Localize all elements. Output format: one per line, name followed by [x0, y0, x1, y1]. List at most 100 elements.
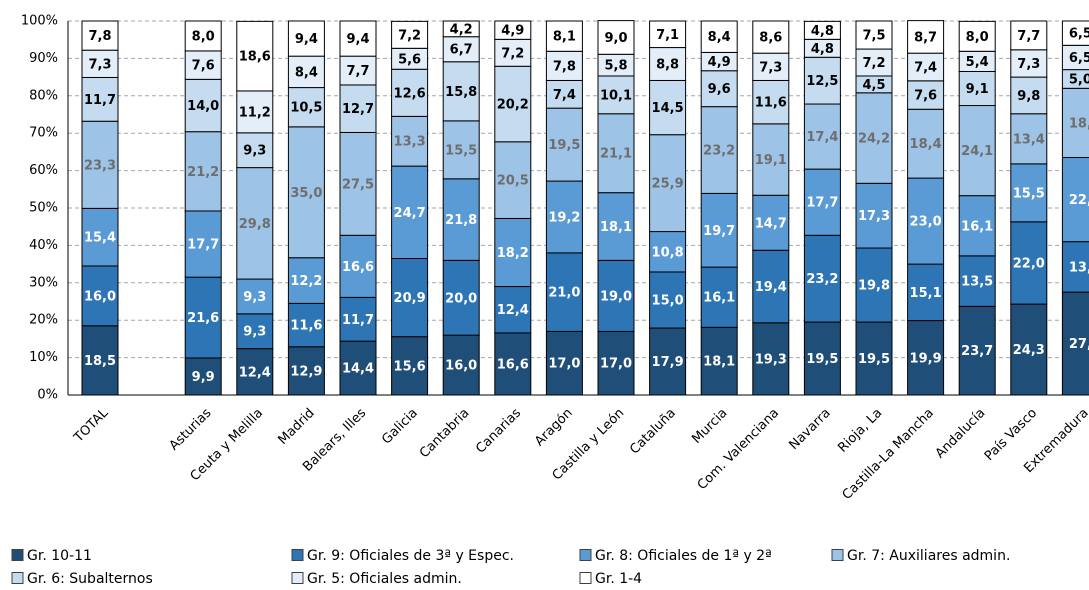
bar-segment	[1010, 113, 1048, 165]
bar-segment	[339, 84, 377, 133]
value-label: 9,3	[243, 144, 266, 159]
value-label: 12,4	[497, 303, 529, 318]
y-tick-label: 70%	[29, 126, 58, 141]
value-label: 11,7	[342, 313, 374, 328]
bar-segment	[1010, 76, 1048, 115]
bar-segment	[649, 20, 687, 49]
bar-segment	[545, 252, 583, 332]
value-label: 19,0	[600, 289, 632, 304]
legend-swatch	[11, 549, 24, 561]
x-tick-label: Aragón	[532, 406, 576, 450]
value-label: 10,1	[600, 88, 632, 103]
legend-swatch	[579, 549, 592, 561]
bar-segment	[1010, 303, 1048, 396]
bar-segment	[649, 79, 687, 136]
value-label: 16,6	[497, 357, 529, 372]
value-label: 6,5	[1069, 27, 1089, 42]
value-label: 8,0	[966, 30, 989, 45]
value-label: 6,7	[450, 43, 473, 58]
value-label: 7,3	[88, 57, 111, 72]
value-label: 7,6	[914, 89, 937, 104]
value-label: 7,8	[88, 29, 111, 44]
legend-swatch	[11, 572, 24, 584]
value-label: 18,	[1069, 116, 1089, 131]
bar-segment	[442, 20, 480, 38]
value-label: 15,5	[1013, 186, 1045, 201]
y-tick-label: 20%	[29, 313, 58, 328]
value-label: 4,8	[811, 42, 834, 57]
value-label: 15,6	[394, 359, 426, 374]
bar-segment	[649, 47, 687, 81]
bar-segment	[184, 131, 222, 212]
value-label: 17,9	[652, 355, 684, 370]
bar-segment	[803, 20, 841, 40]
value-label: 15,8	[445, 85, 477, 100]
x-tick-label: Rioja, La	[835, 406, 885, 456]
value-label: 16,1	[703, 291, 735, 306]
bar-segment	[81, 20, 119, 51]
value-label: 9,0	[604, 31, 627, 46]
value-label: 23,0	[910, 215, 942, 230]
legend-label: Gr. 8: Oficiales de 1ª y 2ª	[595, 548, 772, 564]
bar-segment	[855, 247, 893, 323]
value-label: 7,2	[862, 56, 885, 71]
value-label: 14,5	[652, 101, 684, 116]
bar-segment	[958, 255, 996, 307]
bar-segment	[391, 165, 429, 259]
bar-segment	[752, 52, 790, 81]
value-label: 9,4	[295, 32, 318, 47]
value-label: 11,7	[84, 93, 116, 108]
bar-segment	[184, 210, 222, 278]
bar-segment	[339, 340, 377, 396]
value-label: 7,2	[398, 28, 421, 43]
bar-segment	[545, 50, 583, 81]
value-label: 9,4	[346, 32, 369, 47]
value-label: 14,7	[755, 216, 787, 231]
value-label: 23,3	[84, 158, 116, 173]
bar-segment	[803, 168, 841, 236]
legend-label: Gr. 1-4	[595, 571, 642, 587]
value-label: 15,4	[84, 231, 116, 246]
bar-segment	[649, 134, 687, 233]
bar-segment	[1010, 20, 1048, 51]
bar-segment	[236, 90, 274, 134]
value-label: 21,8	[445, 213, 477, 228]
value-label: 19,5	[548, 138, 580, 153]
value-label: 11,2	[239, 105, 271, 120]
bar-segment	[545, 330, 583, 396]
bar-segment	[442, 178, 480, 261]
bar-segment	[391, 336, 429, 396]
bar-segment	[649, 231, 687, 273]
value-label: 13,5	[961, 275, 993, 290]
bar-segment	[1061, 241, 1089, 293]
x-tick-label: Cantabria	[417, 406, 473, 462]
value-label: 13,4	[1013, 132, 1045, 147]
y-tick-label: 90%	[29, 51, 58, 66]
legend-swatch	[291, 572, 304, 584]
bar-segment	[442, 120, 480, 180]
bar-segment	[236, 278, 274, 315]
value-label: 8,6	[759, 31, 782, 46]
value-label: 9,1	[966, 82, 989, 97]
value-label: 13,3	[394, 135, 426, 150]
value-label: 18,1	[703, 355, 735, 370]
bar-segment	[752, 20, 790, 54]
value-label: 5,8	[604, 59, 627, 74]
bar-segment	[855, 321, 893, 396]
bar-segment	[391, 115, 429, 167]
value-label: 20,9	[394, 291, 426, 306]
legend-label: Gr. 9: Oficiales de 3ª y Espec.	[307, 548, 514, 564]
bar-segment	[236, 20, 274, 92]
value-label: 7,1	[656, 28, 679, 43]
bar-segment	[545, 79, 583, 109]
value-label: 16,0	[84, 289, 116, 304]
bar-segment	[907, 20, 945, 54]
bar-segment	[700, 20, 738, 53]
y-tick-label: 0%	[37, 388, 58, 403]
bar-segment	[81, 49, 119, 78]
bar-segment	[494, 217, 532, 288]
bar-segment	[907, 52, 945, 82]
value-label: 29,8	[239, 217, 271, 232]
bar-segment	[1061, 44, 1089, 71]
legend-swatch	[831, 549, 844, 561]
